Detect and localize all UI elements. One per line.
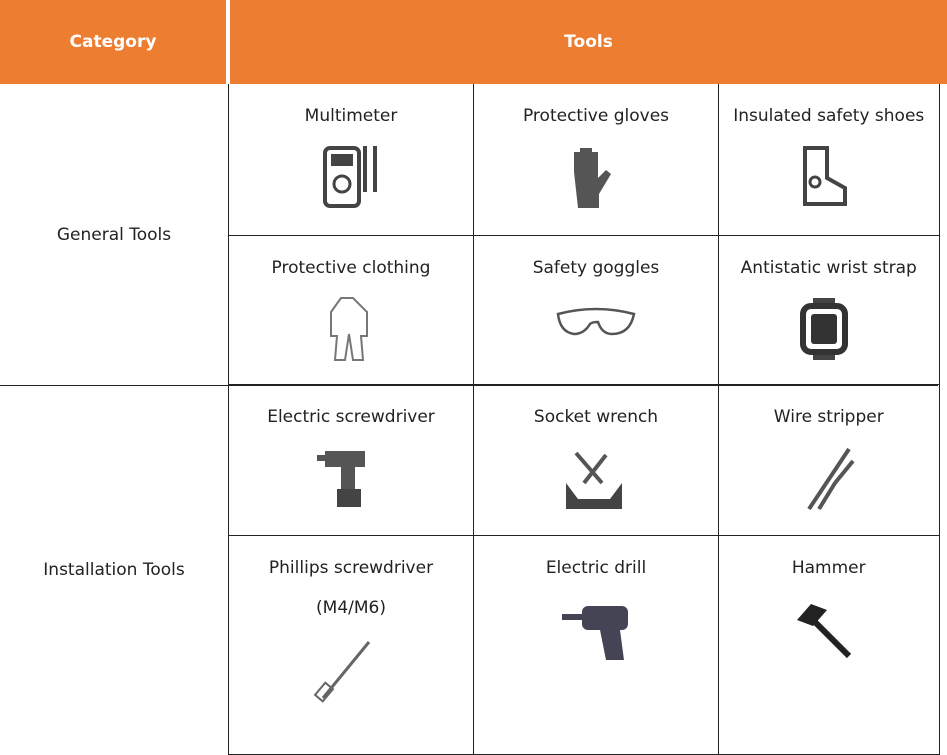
tool-icon	[313, 641, 371, 703]
tool-name: Antistatic wrist strap	[740, 258, 917, 278]
tool-name: Hammer	[791, 558, 866, 578]
tool-name: Wire stripper	[773, 407, 884, 427]
tool-cell: Socket wrench	[473, 385, 718, 536]
header-tools: Tools	[230, 0, 947, 84]
tool-name: Socket wrench	[533, 407, 659, 427]
tool-name: Phillips screwdriver (M4/M6)	[268, 558, 434, 618]
tool-icon	[330, 297, 368, 361]
tool-icon	[799, 298, 848, 360]
category-cell: Installation Tools	[43, 560, 185, 580]
tool-cell: Wire stripper	[718, 385, 940, 536]
tool-icon	[317, 451, 365, 507]
tool-icon	[807, 447, 855, 511]
tool-icon	[796, 604, 851, 659]
tool-icon	[323, 146, 377, 208]
tool-name: Protective gloves	[522, 106, 670, 126]
category-cell: General Tools	[56, 224, 172, 245]
tool-icon	[802, 146, 847, 206]
tool-cell: Antistatic wrist strap	[718, 236, 940, 385]
header-category: Category	[0, 0, 226, 84]
tool-name: Safety goggles	[532, 258, 660, 278]
tool-cell: Protective gloves	[473, 84, 718, 236]
tool-cell: Phillips screwdriver (M4/M6)	[228, 536, 473, 755]
tool-cell: Safety goggles	[473, 236, 718, 385]
group-divider	[0, 385, 938, 386]
tool-icon	[556, 307, 636, 336]
tool-cell: Electric screwdriver	[228, 385, 473, 536]
tool-icon	[574, 148, 611, 208]
tool-name: Protective clothing	[271, 258, 431, 278]
tool-name: Insulated safety shoes	[733, 106, 925, 126]
tool-icon	[562, 606, 628, 660]
tool-cell: Insulated safety shoes	[718, 84, 940, 236]
tool-name: Electric screwdriver	[267, 407, 435, 427]
tool-name: Electric drill	[545, 558, 647, 578]
tool-cell: Electric drill	[473, 536, 718, 755]
tool-cell: Hammer	[718, 536, 940, 755]
tool-cell: Multimeter	[228, 84, 473, 236]
tool-cell: Protective clothing	[228, 236, 473, 385]
tool-icon	[566, 451, 622, 509]
tool-name: Multimeter	[304, 106, 398, 126]
